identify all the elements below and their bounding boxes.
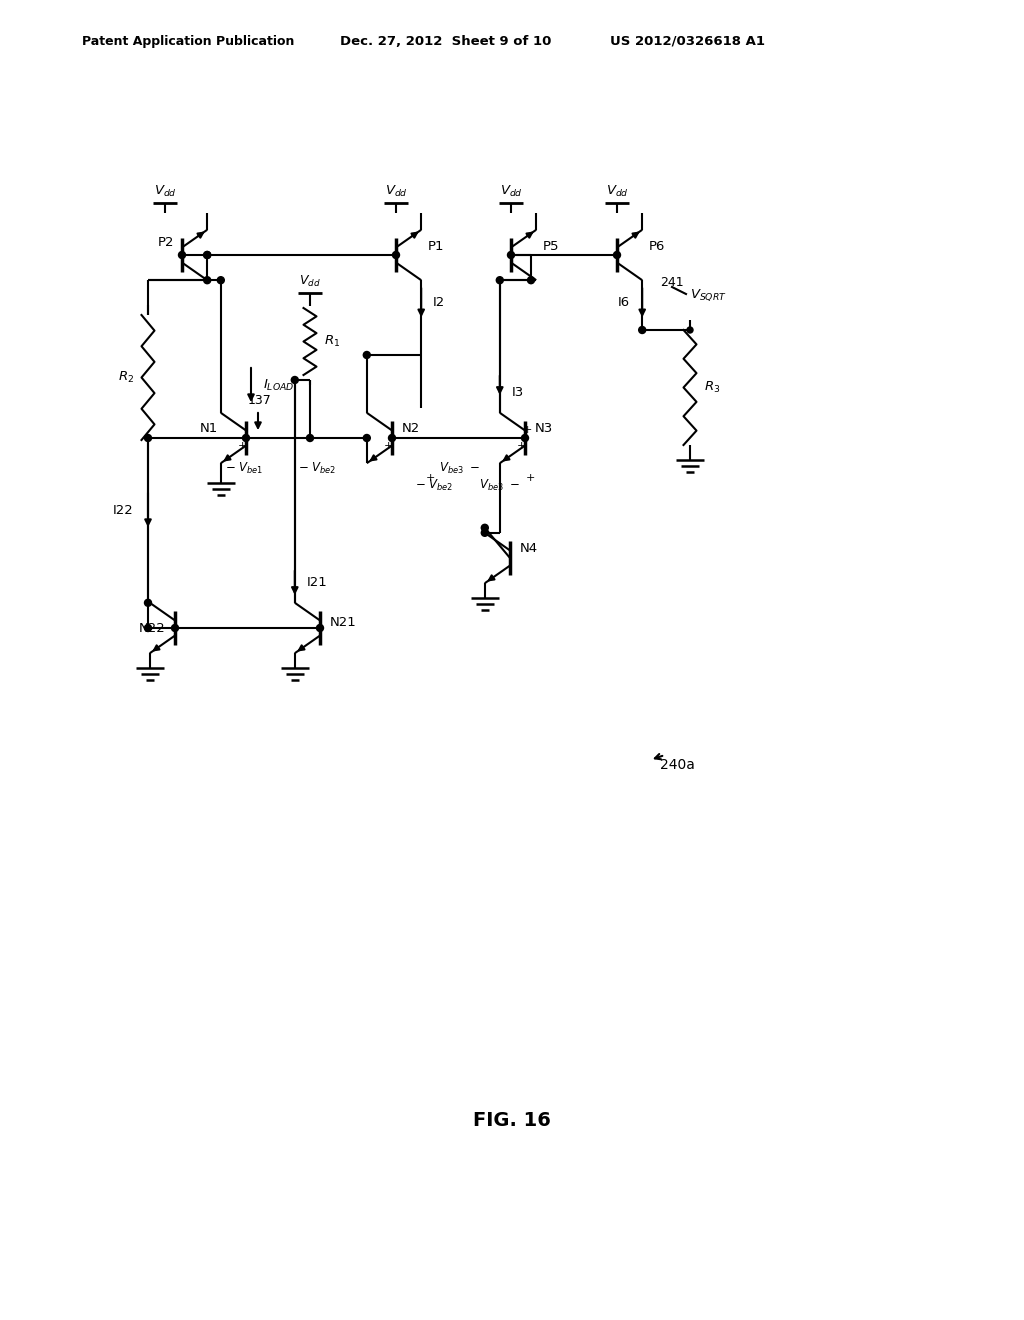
Text: I3: I3	[512, 387, 524, 399]
Circle shape	[392, 252, 399, 259]
Text: P2: P2	[158, 236, 174, 249]
Circle shape	[144, 624, 152, 631]
Text: N22: N22	[138, 622, 165, 635]
Text: $V_{SQRT}$: $V_{SQRT}$	[690, 288, 727, 302]
Text: N3: N3	[535, 421, 553, 434]
Text: $R_2$: $R_2$	[118, 370, 134, 385]
Text: N1: N1	[200, 421, 218, 434]
Circle shape	[364, 434, 371, 441]
Text: I6: I6	[618, 296, 630, 309]
Text: $I_{LOAD}$: $I_{LOAD}$	[263, 378, 295, 392]
Circle shape	[497, 277, 504, 284]
Text: $V_{be3}\ -$: $V_{be3}\ -$	[439, 461, 480, 475]
Circle shape	[388, 434, 395, 441]
Circle shape	[306, 434, 313, 441]
Text: +: +	[383, 441, 392, 451]
Circle shape	[144, 434, 152, 441]
Circle shape	[204, 277, 211, 284]
Circle shape	[144, 599, 152, 606]
Circle shape	[521, 434, 528, 441]
Text: +: +	[238, 441, 247, 451]
Text: I22: I22	[113, 503, 133, 516]
Text: P5: P5	[543, 240, 559, 253]
Circle shape	[204, 252, 211, 259]
Circle shape	[508, 252, 514, 259]
Text: N2: N2	[402, 421, 420, 434]
Text: $-\ V_{be2}$: $-\ V_{be2}$	[298, 461, 337, 475]
Circle shape	[639, 326, 646, 334]
Text: +: +	[525, 473, 535, 483]
Circle shape	[527, 277, 535, 284]
Text: $V_{dd}$: $V_{dd}$	[299, 275, 321, 289]
Circle shape	[687, 327, 693, 333]
Circle shape	[171, 624, 178, 631]
Text: P6: P6	[649, 240, 666, 253]
Text: $R_3$: $R_3$	[703, 380, 720, 395]
Text: $R_1$: $R_1$	[324, 334, 340, 348]
Circle shape	[178, 252, 185, 259]
Circle shape	[364, 351, 371, 359]
Text: Patent Application Publication: Patent Application Publication	[82, 36, 294, 48]
Text: P1: P1	[428, 240, 444, 253]
Circle shape	[243, 434, 250, 441]
Text: I2: I2	[433, 296, 445, 309]
Circle shape	[481, 524, 488, 532]
Text: $-\ V_{be2}$: $-\ V_{be2}$	[415, 478, 454, 492]
Circle shape	[613, 252, 621, 259]
Text: +: +	[516, 441, 525, 451]
Text: $V_{dd}$: $V_{dd}$	[154, 183, 176, 199]
Circle shape	[217, 277, 224, 284]
Text: US 2012/0326618 A1: US 2012/0326618 A1	[610, 36, 765, 48]
Circle shape	[316, 624, 324, 631]
Text: +: +	[425, 473, 434, 483]
Text: 137: 137	[248, 393, 271, 407]
Text: 240a: 240a	[660, 758, 695, 772]
Text: N21: N21	[330, 615, 356, 628]
Text: $V_{dd}$: $V_{dd}$	[500, 183, 522, 199]
Text: $V_{dd}$: $V_{dd}$	[605, 183, 629, 199]
Circle shape	[204, 252, 211, 259]
Circle shape	[481, 529, 488, 536]
Text: $V_{dd}$: $V_{dd}$	[385, 183, 408, 199]
Text: $-\ V_{be1}$: $-\ V_{be1}$	[225, 461, 263, 475]
Text: $V_{be3}\ -$: $V_{be3}\ -$	[479, 478, 520, 492]
Text: Dec. 27, 2012  Sheet 9 of 10: Dec. 27, 2012 Sheet 9 of 10	[340, 36, 551, 48]
Circle shape	[291, 376, 298, 384]
Text: N4: N4	[520, 541, 539, 554]
Text: FIG. 16: FIG. 16	[473, 1110, 551, 1130]
Text: 241: 241	[660, 276, 684, 289]
Text: +: +	[522, 425, 531, 436]
Text: I21: I21	[307, 577, 328, 589]
